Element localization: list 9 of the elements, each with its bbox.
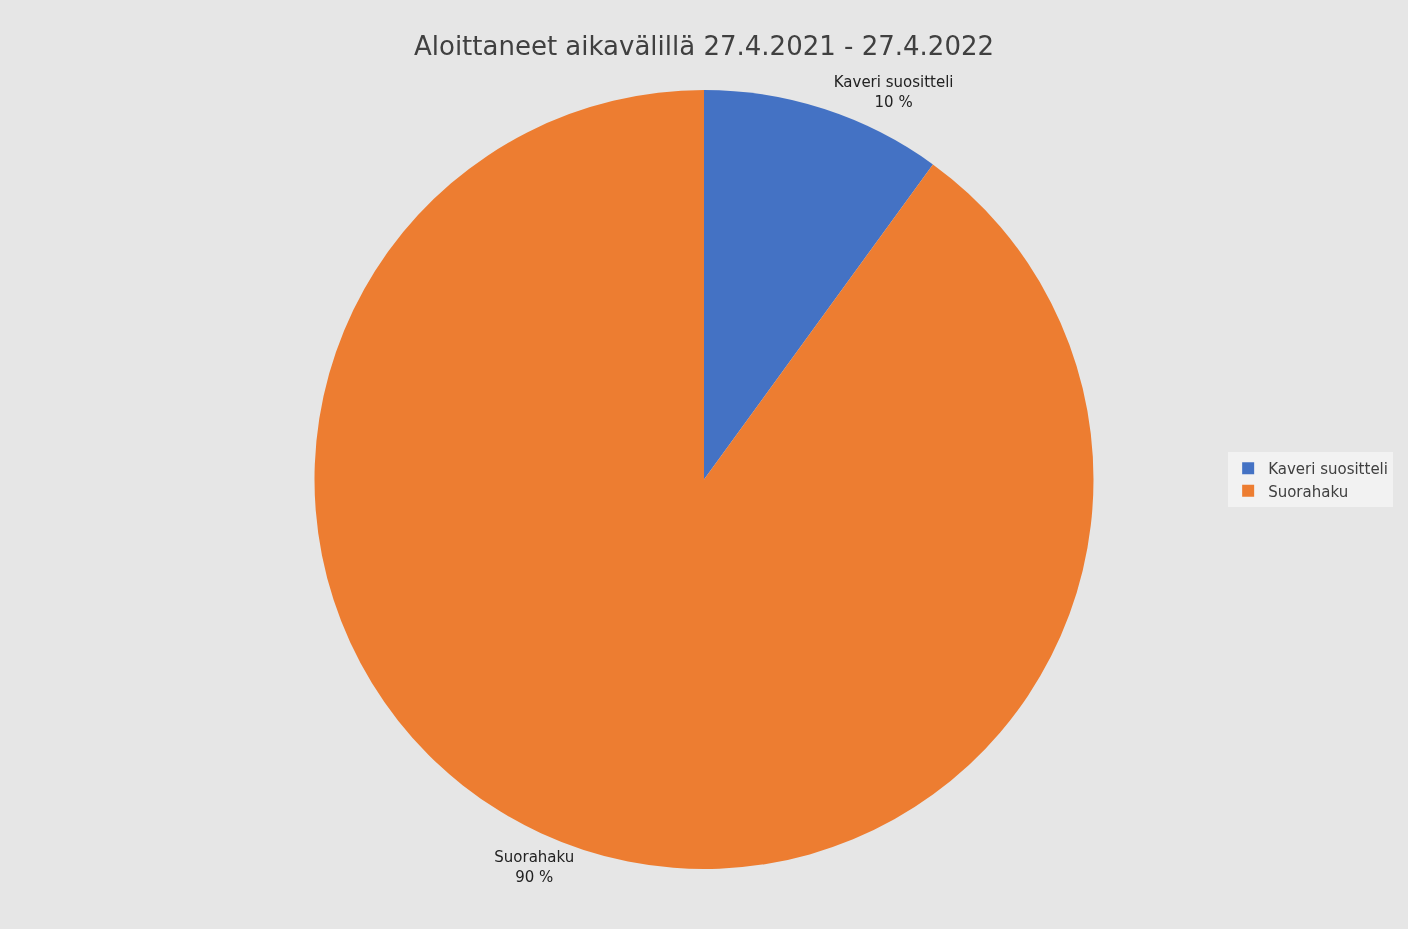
data-label: 90 % <box>515 867 554 886</box>
slice-label: Suorahaku <box>494 848 575 867</box>
pie-slice <box>314 90 1094 869</box>
legend-label: Suorahaku <box>1268 482 1349 501</box>
slice-label: Kaveri suositteli <box>833 73 954 92</box>
data-label: 10 % <box>874 92 913 111</box>
chart-title: Aloittaneet aikavälillä 27.4.2021 - 27.4.2022 <box>413 31 995 62</box>
legend-label: Kaveri suositteli <box>1268 460 1388 479</box>
pie-slice <box>704 90 933 480</box>
